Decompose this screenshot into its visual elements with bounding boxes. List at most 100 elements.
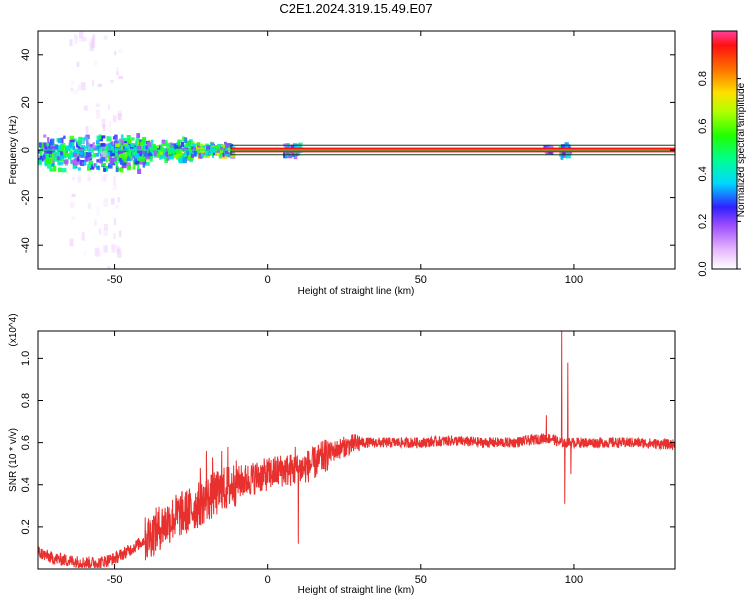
heatmap-cell: [78, 176, 82, 183]
heatmap-cell: [293, 153, 298, 160]
heatmap-cell: [47, 137, 50, 143]
heatmap-cell: [85, 144, 89, 149]
heatmap-cell: [560, 154, 564, 160]
heatmap-cell: [107, 165, 113, 169]
heatmap-cell: [130, 137, 135, 141]
snr-scale-label: (x10^4): [8, 313, 19, 346]
heatmap-cell: [82, 160, 87, 166]
colorbar-tick-label: 0.0: [697, 261, 709, 276]
heatmap-cell: [145, 161, 150, 166]
heatmap-cell: [172, 143, 177, 147]
heatmap-cell: [142, 161, 146, 168]
heatmap-cell: [70, 142, 75, 146]
heatmap-cell: [47, 145, 51, 151]
heatmap-cell: [109, 153, 113, 159]
heatmap-cell: [174, 151, 177, 157]
spectrogram-ylabel: Frequency (Hz): [8, 116, 19, 185]
heatmap-cell: [123, 143, 128, 147]
heatmap-cell: [69, 135, 74, 141]
spectrogram-panel: -50 0 50 100 -40 -20 0 20 40 Height of straight …: [8, 30, 676, 297]
heatmap-cell: [113, 218, 116, 226]
heatmap-cell: [288, 154, 293, 159]
heatmap-cell: [118, 75, 123, 80]
heatmap-cell: [183, 153, 188, 157]
heatmap-cell: [195, 144, 200, 151]
heatmap-cell: [117, 110, 123, 117]
heatmap-cell: [41, 142, 44, 148]
heatmap-cell: [128, 140, 132, 144]
spectrogram-ticks: -50 0 50 100 -40 -20 0 20 40: [20, 31, 675, 286]
heatmap-cell: [96, 206, 100, 216]
heatmap-cell: [91, 146, 97, 151]
heatmap-cell: [103, 198, 109, 207]
heatmap-cell: [96, 159, 100, 163]
heatmap-cell: [113, 156, 117, 162]
heatmap-cell: [168, 148, 173, 154]
heatmap-cell: [166, 156, 170, 161]
heatmap-cell: [101, 146, 106, 155]
heatmap-cell: [180, 141, 185, 147]
heatmap-cell: [117, 248, 122, 258]
heatmap-cell: [136, 149, 142, 154]
heatmap-cell: [90, 143, 94, 148]
heatmap-cell: [58, 167, 62, 173]
heatmap-cell: [71, 193, 76, 198]
heatmap-cell: [129, 143, 135, 147]
colorbar-tick-label: 0.2: [697, 214, 709, 229]
heatmap-cell: [206, 145, 211, 151]
heatmap-cell: [146, 148, 151, 154]
heatmap-cell: [69, 238, 74, 247]
heatmap-cell: [162, 140, 168, 146]
heatmap-cell: [73, 153, 77, 157]
heatmap-cell: [71, 81, 75, 85]
snr-line: [38, 331, 675, 569]
heatmap-cell: [182, 136, 185, 142]
heatmap-cell: [137, 164, 140, 170]
heatmap-cell: [53, 152, 58, 158]
heatmap-cell: [120, 146, 123, 151]
heatmap-cell: [95, 140, 100, 144]
heatmap-cell: [87, 146, 93, 153]
heatmap-cell: [86, 156, 91, 161]
heatmap-cell: [107, 104, 110, 111]
heatmap-cell: [155, 150, 160, 154]
heatmap-cell: [86, 138, 89, 145]
heatmap-cell: [126, 135, 131, 141]
heatmap-cell: [198, 153, 201, 159]
heatmap-cell: [172, 151, 175, 156]
heatmap-cell: [170, 142, 173, 149]
heatmap-cell: [77, 140, 81, 145]
heatmap-cell: [159, 155, 162, 160]
heatmap-cell: [157, 154, 160, 158]
heatmap-cell: [129, 155, 132, 159]
heatmap-cell: [92, 142, 95, 148]
heatmap-cell: [140, 156, 145, 162]
heatmap-cell: [184, 144, 188, 148]
heatmap-cell: [122, 146, 127, 152]
heatmap-cell: [124, 145, 130, 149]
heatmap-cell: [172, 149, 178, 153]
snr-series: [38, 331, 675, 569]
heatmap-cell: [205, 149, 209, 155]
heatmap-cell: [77, 148, 80, 154]
heatmap-cell: [101, 118, 106, 128]
heatmap-cell: [126, 156, 131, 161]
heatmap-cell: [78, 137, 84, 143]
heatmap-cell: [119, 153, 125, 158]
heatmap-cell: [55, 144, 59, 150]
heatmap-cell: [56, 145, 62, 150]
heatmap-cell: [135, 140, 138, 146]
heatmap-cell: [139, 142, 144, 146]
heatmap-cell: [110, 198, 115, 205]
heatmap-cell: [292, 143, 298, 150]
colorbar-tick-label: 0.6: [697, 119, 709, 134]
heatmap-cell: [46, 158, 51, 164]
heatmap-cell: [68, 142, 73, 148]
heatmap-cell: [114, 141, 119, 145]
snr-xtick-label: 100: [565, 574, 583, 586]
heatmap-cell: [73, 161, 79, 165]
heatmap-cell: [116, 113, 122, 120]
heatmap-cell: [134, 159, 140, 165]
heatmap-cell: [290, 144, 294, 150]
